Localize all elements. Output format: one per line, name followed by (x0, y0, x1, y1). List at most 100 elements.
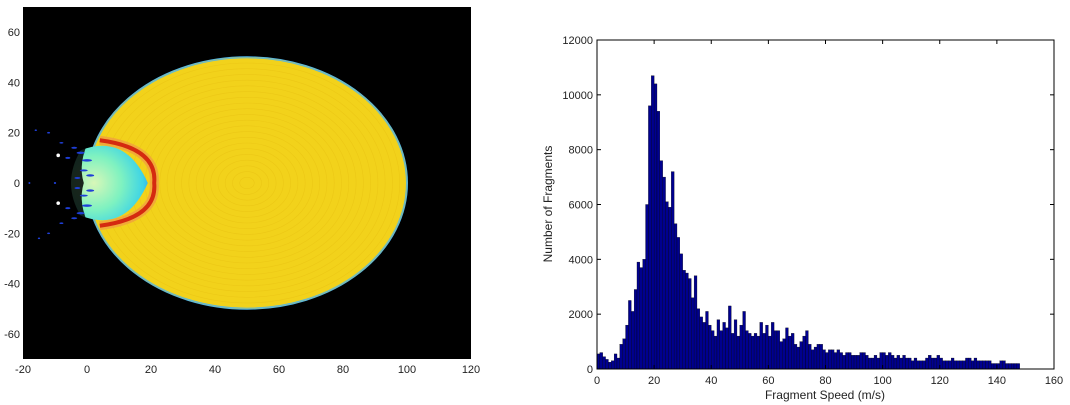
histogram-bar (788, 335, 792, 370)
histogram-x-tick-label: 140 (988, 375, 1006, 387)
histogram-bar (991, 363, 995, 370)
histogram-bar (896, 355, 900, 370)
histogram-bar (682, 270, 686, 370)
histogram-bar (885, 355, 889, 370)
histogram-bar (605, 359, 609, 370)
histogram-bar (851, 355, 855, 370)
histogram-bar (842, 355, 846, 370)
histogram-x-tick-label: 120 (931, 375, 949, 387)
histogram-x-tick-label: 80 (819, 375, 831, 387)
heatmap-x-tick-label: 60 (273, 364, 285, 376)
histogram-bar (673, 223, 678, 370)
histogram-bar (902, 355, 906, 370)
histogram-bar (662, 176, 666, 370)
histogram-bar (933, 357, 938, 370)
histogram-bar (951, 357, 955, 370)
histogram-bar (959, 360, 963, 370)
histogram-bar (736, 335, 740, 370)
histogram-bar (779, 341, 783, 370)
histogram-bar (848, 352, 852, 370)
histogram-bar (916, 360, 920, 370)
fragment-mark (59, 141, 64, 144)
histogram-bar (833, 352, 838, 370)
histogram-bar (802, 335, 806, 370)
shock-ring (99, 138, 157, 228)
histogram-bar (702, 322, 706, 370)
histogram-bar (676, 237, 680, 370)
heatmap-panel: -20 0 20 40 60 80 100 120 -60 -40 -20 0 20 40 60 (4, 7, 480, 376)
histogram-bar (708, 324, 712, 370)
histogram-bar (765, 324, 769, 370)
histogram-bar (905, 357, 909, 370)
histogram-bar (868, 357, 872, 370)
fragment-mark (76, 151, 85, 155)
histogram-bar (599, 352, 603, 370)
histogram-x-tick-label: 60 (762, 375, 774, 387)
heatmap-y-tick-label: -40 (4, 279, 20, 291)
heatmap-x-tick-label: -20 (15, 364, 31, 376)
heatmap-x-tick-label: 100 (398, 364, 416, 376)
histogram-bar (805, 330, 809, 370)
histogram-bar (928, 355, 932, 370)
histogram-x-tick-label: 100 (873, 375, 891, 387)
histogram-bar (782, 338, 786, 370)
heatmap-x-tick-label: 80 (337, 364, 349, 376)
histogram-bar (968, 357, 972, 370)
texture-ring (217, 159, 277, 207)
histogram-bar (651, 75, 655, 370)
histogram-bar (791, 333, 795, 370)
histogram-bar (988, 360, 992, 370)
heatmap-x-tick-label: 40 (209, 364, 221, 376)
histogram-bar (908, 357, 912, 370)
histogram-bar (1013, 363, 1018, 370)
fragment-mark (82, 204, 92, 207)
histogram-bar (856, 355, 860, 370)
droplet-body (23, 56, 408, 310)
histogram-bar (751, 335, 755, 370)
histogram-bar (696, 308, 700, 370)
histogram-x-ticks: 0 20 40 60 80 100 120 140 160 (594, 40, 1063, 387)
texture-ring (210, 154, 284, 212)
fragment-highlight (56, 201, 60, 205)
texture-ring (232, 171, 262, 195)
histogram-bar (808, 344, 812, 370)
histogram-bar (925, 357, 929, 370)
histogram-bar (1011, 363, 1015, 370)
fragment-mark (37, 237, 41, 240)
histogram-bar (616, 357, 621, 370)
heatmap-y-tick-label: -60 (4, 329, 20, 341)
heatmap-x-ticks: -20 0 20 40 60 80 100 120 (15, 364, 480, 376)
histogram-bar (893, 357, 898, 370)
fragment-mark (74, 176, 81, 179)
fragment-mark (82, 159, 92, 162)
histogram-bar (913, 357, 918, 370)
histogram-bar (859, 352, 863, 370)
histogram-bar (799, 341, 803, 370)
histogram-bar (931, 357, 935, 370)
histogram-bar (845, 352, 849, 370)
histogram-bar (853, 355, 858, 370)
histogram-bar (999, 360, 1003, 370)
heatmap-x-tick-label: 0 (84, 364, 90, 376)
histogram-y-tick-label: 0 (587, 364, 593, 376)
histogram-bar (622, 338, 626, 370)
cavity-region (71, 145, 148, 221)
histogram-bar (891, 355, 895, 370)
histogram-bar (1002, 360, 1006, 370)
histogram-bar (1008, 363, 1012, 370)
texture-ring (166, 119, 328, 247)
histogram-bar (836, 349, 840, 370)
histogram-bar (753, 333, 758, 370)
histogram-bar (665, 201, 669, 370)
histogram-bar (862, 352, 866, 370)
histogram-bar (639, 267, 643, 370)
histogram-x-tick-label: 0 (594, 375, 600, 387)
histogram-bar (985, 360, 989, 370)
histogram-bar (871, 357, 875, 370)
histogram-bar (659, 160, 663, 370)
histogram-bar (982, 360, 986, 370)
histogram-bar (911, 360, 915, 370)
fragment-highlight (56, 153, 60, 158)
histogram-bar (771, 322, 775, 370)
histogram-bar (699, 316, 703, 370)
